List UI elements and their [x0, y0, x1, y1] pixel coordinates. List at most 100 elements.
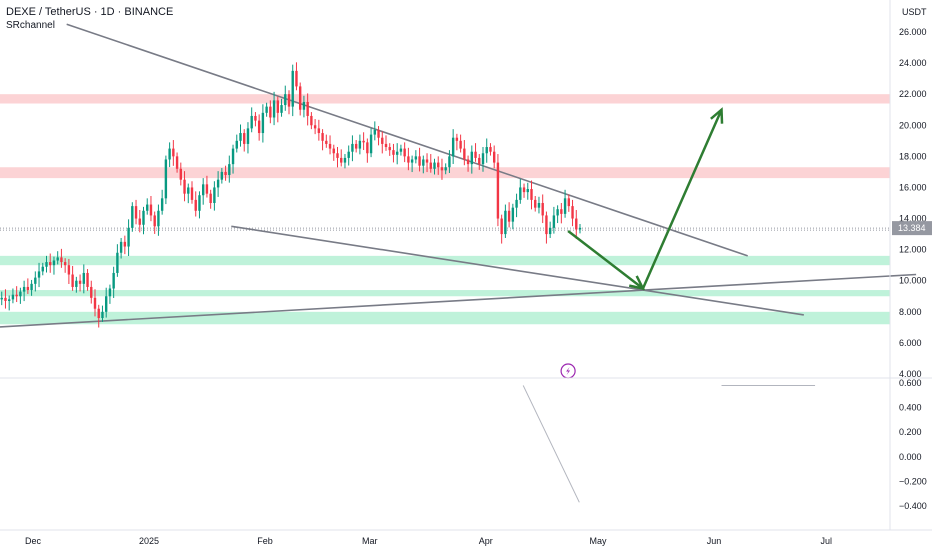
- candle-body: [444, 167, 447, 171]
- candle-body: [142, 210, 145, 225]
- candle-body: [131, 206, 134, 228]
- candle-body: [26, 286, 30, 291]
- candle-body: [425, 159, 429, 163]
- candle-body: [463, 148, 466, 160]
- candle-body: [187, 187, 190, 194]
- candle-body: [239, 133, 242, 141]
- y-tick-label: 12.000: [899, 245, 927, 255]
- candle-body: [175, 156, 179, 169]
- lightning-icon: [566, 367, 571, 375]
- candle-body: [437, 162, 440, 168]
- candle-body: [228, 164, 231, 176]
- y-tick-label: 10.000: [899, 276, 927, 286]
- trendlines: [0, 23, 917, 328]
- candle-body: [332, 148, 335, 154]
- y-tick-label: 18.000: [899, 151, 927, 161]
- candle-body: [257, 120, 261, 134]
- candle-body: [448, 156, 451, 168]
- candle-body: [63, 262, 67, 266]
- candle-body: [511, 207, 515, 222]
- candle-body: [306, 101, 309, 116]
- candle-body: [575, 218, 578, 230]
- arrow-head: [710, 107, 724, 124]
- candle-body: [250, 115, 253, 129]
- candle-body: [108, 288, 112, 297]
- x-tick-label: Mar: [362, 536, 378, 546]
- candle-body: [317, 128, 321, 134]
- candle-body: [578, 227, 582, 230]
- candle-body: [522, 187, 526, 193]
- support-zone: [0, 255, 890, 266]
- candle-body: [481, 153, 485, 165]
- y-tick-label: 4.000: [899, 369, 922, 379]
- candle-body: [194, 199, 197, 211]
- candle-body: [119, 241, 123, 253]
- candle-body: [392, 150, 395, 155]
- y-tick-label: 0.400: [899, 403, 922, 413]
- candle-body: [101, 311, 104, 319]
- y-tick-label: 0.600: [899, 378, 922, 388]
- candle-body: [7, 299, 11, 301]
- candle-body: [213, 187, 216, 203]
- candle-body: [340, 157, 343, 163]
- candle-body: [571, 206, 574, 219]
- candles: [0, 62, 582, 328]
- candle-body: [545, 215, 548, 235]
- candle-body: [433, 162, 436, 169]
- candle-body: [492, 151, 496, 163]
- candle-body: [269, 106, 272, 118]
- candle-body: [86, 272, 89, 287]
- candle-body: [190, 187, 194, 200]
- candle-body: [418, 156, 421, 166]
- candle-body: [93, 297, 97, 309]
- candle-body: [556, 209, 559, 216]
- last-price-badge: [892, 221, 932, 236]
- candle-body: [45, 262, 48, 267]
- candle-body: [410, 159, 414, 163]
- candle-body: [172, 148, 175, 157]
- candle-body: [414, 156, 418, 160]
- chart-symbol-title[interactable]: DEXE / TetherUS · 1D · BINANCE: [6, 6, 174, 18]
- candle-body: [358, 140, 362, 149]
- candle-body: [451, 137, 455, 157]
- candle-body: [377, 129, 380, 138]
- candle-body: [67, 265, 71, 275]
- candle-body: [22, 286, 26, 292]
- candle-body: [216, 179, 220, 188]
- candle-body: [183, 179, 186, 194]
- candle-body: [478, 157, 481, 165]
- candle-body: [429, 162, 432, 169]
- candle-body: [515, 199, 518, 208]
- candle-body: [362, 140, 365, 143]
- candle-body: [30, 283, 33, 291]
- candle-body: [56, 257, 59, 261]
- candle-body: [310, 115, 313, 126]
- candle-body: [78, 280, 82, 284]
- candle-body: [354, 143, 358, 149]
- candle-body: [75, 280, 78, 287]
- currency-label: USDT: [902, 7, 927, 17]
- candle-body: [399, 148, 403, 152]
- candle-body: [104, 296, 108, 312]
- indicator-label[interactable]: SRchannel: [6, 20, 55, 31]
- support-zone: [0, 311, 890, 325]
- candle-body: [41, 266, 44, 272]
- candle-body: [351, 143, 354, 152]
- x-tick-label: Jul: [821, 536, 833, 546]
- candle-body: [530, 189, 533, 200]
- trendline: [0, 273, 917, 328]
- candle-body: [388, 147, 391, 151]
- candle-body: [280, 105, 283, 113]
- x-tick-label: Dec: [25, 536, 42, 546]
- candle-body: [534, 199, 537, 208]
- candle-body: [90, 286, 93, 298]
- candle-body: [291, 70, 294, 107]
- candle-body: [224, 171, 227, 176]
- x-tick-label: Jun: [707, 536, 722, 546]
- candle-body: [34, 277, 37, 284]
- candle-body: [243, 133, 246, 144]
- x-tick-label: Feb: [257, 536, 273, 546]
- lower-pane: [0, 377, 932, 503]
- candle-body: [272, 100, 276, 118]
